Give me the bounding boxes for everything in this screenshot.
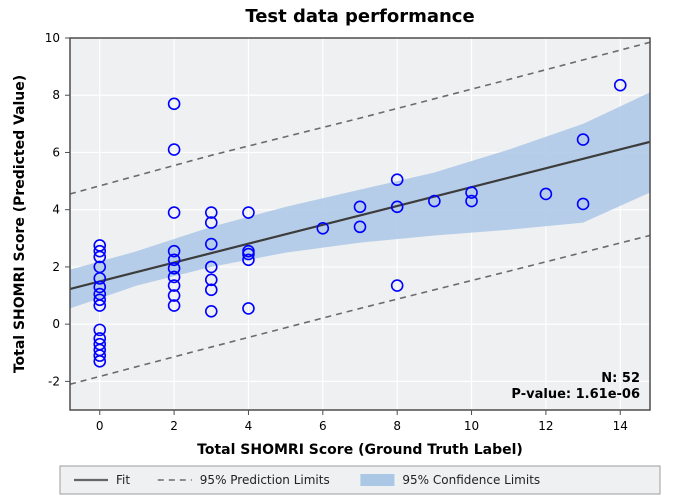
x-tick-label: 10 [464,419,479,433]
legend-label: Fit [116,473,130,487]
y-tick-label: 0 [52,317,60,331]
stats-text-line: P-value: 1.61e-06 [511,387,640,402]
y-tick-label: 10 [45,31,60,45]
x-tick-label: 8 [393,419,401,433]
chart-title: Test data performance [245,6,474,27]
x-tick-label: 0 [96,419,104,433]
stats-text-line: N: 52 [601,371,640,386]
chart-svg: 0 2 4 6 8 10 12 14 -2 0 2 4 6 8 10 Test data performanc… [0,0,675,504]
y-tick-label: 6 [52,145,60,159]
x-tick-label: 4 [245,419,253,433]
legend-label: 95% Prediction Limits [200,473,330,487]
y-tick-label: 8 [52,88,60,102]
x-tick-label: 14 [613,419,628,433]
legend-label: 95% Confidence Limits [402,473,540,487]
y-tick-label: -2 [48,374,60,388]
x-axis-label: Total SHOMRI Score (Ground Truth Label) [197,442,523,458]
x-tick-label: 12 [538,419,553,433]
y-tick-label: 4 [52,203,60,217]
chart-container: 0 2 4 6 8 10 12 14 -2 0 2 4 6 8 10 Test data performanc… [0,0,675,504]
y-axis-label: Total SHOMRI Score (Predicted Value) [12,75,28,373]
x-tick-label: 6 [319,419,327,433]
x-tick-label: 2 [170,419,178,433]
y-tick-label: 2 [52,260,60,274]
legend-swatch-band [360,474,394,486]
legend-box [60,466,660,494]
